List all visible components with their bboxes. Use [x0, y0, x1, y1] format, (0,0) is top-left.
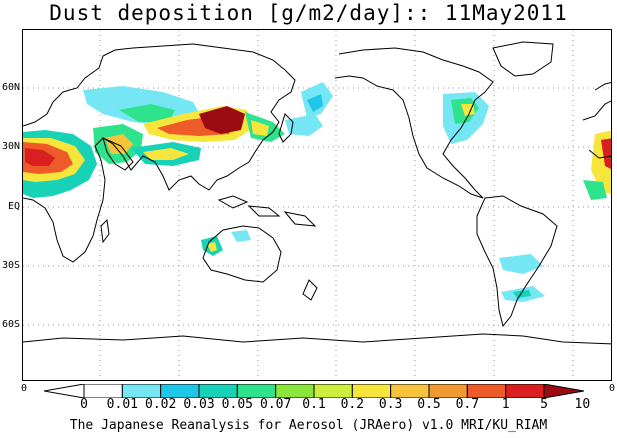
map-title: Dust deposition [g/m2/day]:: 11May2011: [49, 1, 568, 25]
colorbar-segment: [313, 384, 353, 398]
colorbar-tick-label: 0.1: [302, 397, 326, 412]
lat-label-eq: EQ: [7, 201, 20, 212]
colorbar-segment: [44, 384, 85, 398]
colorbar-tick-label: 0.3: [378, 397, 403, 412]
lat-label-60s: 60S: [1, 319, 20, 330]
colorbar-tick-label: 0.5: [417, 397, 441, 412]
dust-deposition-field: [23, 82, 611, 302]
colorbar-tick-label: 0: [80, 397, 88, 412]
colorbar-tick-label: 5: [540, 397, 548, 412]
colorbar-tick-label: 10: [574, 397, 591, 412]
colorbar: [44, 384, 584, 398]
graticule: [23, 30, 611, 380]
colorbar-tick-label: 0.07: [260, 397, 292, 412]
colorbar-tick-label: 0.2: [340, 397, 365, 412]
colorbar-segment: [83, 384, 123, 398]
colorbar-tick-label: 0.7: [455, 397, 480, 412]
colorbar-segment: [351, 384, 392, 398]
colorbar-tick-label: 0.05: [221, 397, 253, 412]
colorbar-segment: [236, 384, 277, 398]
colorbar-segment: [121, 384, 162, 398]
colorbar-tick-label: 0.02: [145, 397, 177, 412]
colorbar-segment: [466, 384, 507, 398]
colorbar-segment: [390, 384, 430, 398]
colorbar-segment: [428, 384, 468, 398]
world-map: [23, 30, 611, 380]
coastlines: [23, 41, 611, 345]
colorbar-segment: [198, 384, 238, 398]
footer-credit: The Japanese Reanalysis for Aerosol (JRA…: [69, 418, 548, 433]
colorbar-tick-label: 0.01: [106, 397, 138, 412]
lat-label-30s: 30S: [1, 260, 20, 271]
colorbar-segment: [543, 384, 584, 398]
lat-label-60n: 60N: [1, 82, 20, 93]
lon-label-left: 0: [21, 383, 28, 394]
colorbar-segment: [275, 384, 315, 398]
colorbar-segment: [160, 384, 200, 398]
colorbar-tick-label: 1: [501, 397, 510, 412]
lat-label-30n: 30N: [1, 141, 20, 152]
lon-label-right: 0: [609, 383, 616, 394]
map-panel: [22, 29, 612, 381]
colorbar-segment: [505, 384, 545, 398]
colorbar-tick-label: 0.03: [183, 397, 215, 412]
